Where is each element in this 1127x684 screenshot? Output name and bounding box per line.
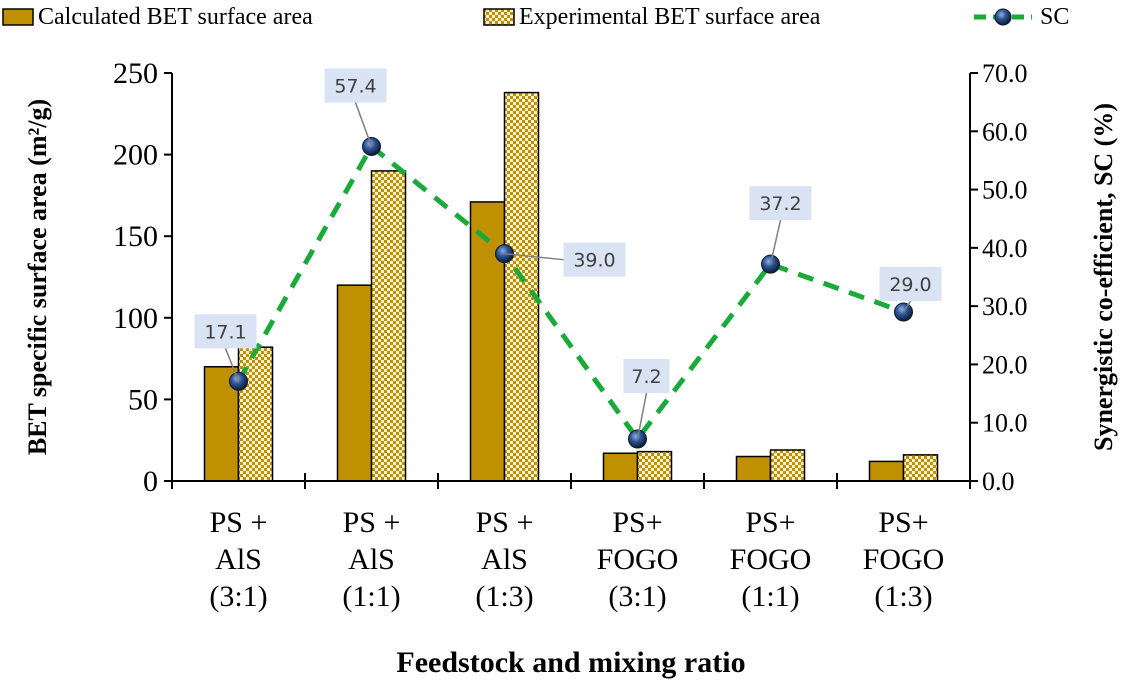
x-tick-label: PS + AlS (3:1) [209,506,267,613]
sc-line [236,143,905,442]
left-tick-label: 50 [128,383,158,416]
x-axis-ticks [171,473,971,489]
sc-data-label: 57.4 [334,75,376,97]
sc-label-box [749,186,812,221]
legend-swatch-sc-marker [994,8,1012,26]
sc-data-label: 29.0 [889,274,931,296]
bar-calculated [469,201,506,482]
legend-swatch-calculated [2,8,34,26]
bar-experimental [636,450,673,482]
legend-label-calculated: Calculated BET surface area [38,4,313,30]
bar-series [203,91,939,482]
legend-label-experimental: Experimental BET surface area [519,4,821,30]
right-tick-label: 0.0 [982,467,1015,496]
x-tick-labels: PS + AlS (3:1) PS + AlS (1:1) PS + AlS (1:3) PS+ F… [209,506,944,613]
right-tick-label: 60.0 [982,117,1028,146]
legend-swatch-experimental [483,8,515,26]
left-tick-label: 250 [113,57,158,90]
sc-series [229,136,913,449]
legend-label-sc: SC [1040,4,1069,30]
left-tick-label: 200 [113,139,158,172]
x-tick-label: PS + AlS (1:3) [475,506,533,613]
sc-label-leader [224,348,240,382]
right-tick-label: 40.0 [982,234,1028,263]
sc-data-labels: 17.1 57.4 39.0 7.2 37.2 29.0 [194,68,942,440]
right-tick-label: 10.0 [982,409,1028,438]
sc-label-leader [354,102,373,147]
sc-label-box [563,242,626,277]
bar-experimental [370,170,407,482]
left-tick-label: 0 [143,465,158,498]
sc-label-leader [769,220,782,265]
bar-experimental [769,449,806,482]
right-tick-label: 50.0 [982,176,1028,205]
sc-data-label: 39.0 [573,250,615,272]
x-tick-label: PS+ FOGO (1:1) [730,506,812,613]
bar-calculated [336,284,373,482]
sc-label-box [623,359,670,394]
bar-experimental [503,91,540,482]
sc-label-box [194,314,257,349]
right-axis-ticks: 0.0 10.0 20.0 30.0 40.0 50.0 60.0 70.0 [970,59,1028,496]
left-tick-label: 100 [113,302,158,335]
sc-label-box [324,68,387,103]
right-y-axis-title: Synergistic co-efficient, SC (%) [1089,103,1118,451]
sc-data-label: 17.1 [204,321,246,343]
right-tick-label: 20.0 [982,350,1028,379]
bar-experimental [902,454,939,482]
bar-calculated [602,452,639,482]
right-tick-label: 30.0 [982,292,1028,321]
sc-data-label: 37.2 [759,193,801,215]
right-tick-label: 70.0 [982,59,1028,88]
bar-calculated [868,460,905,482]
sc-label-leader [504,252,564,261]
sc-label-box [879,266,942,301]
x-tick-label: PS+ FOGO (1:3) [863,506,945,613]
legend: Calculated BET surface area Experimental… [2,4,1069,30]
x-axis-title: Feedstock and mixing ratio [396,646,745,679]
sc-label-leader [902,300,912,313]
bar-experimental [237,346,274,482]
x-tick-label: PS + AlS (1:1) [342,506,400,613]
bar-calculated [735,455,772,482]
left-tick-label: 150 [113,220,158,253]
axes [171,73,971,482]
x-tick-label: PS+ FOGO (3:1) [597,506,679,613]
left-y-axis-title: BET specific surface area (m²/g) [23,99,52,455]
sc-data-label: 7.2 [631,366,661,388]
sc-label-leader [636,392,648,440]
left-axis-ticks: 0 50 100 150 200 250 [113,57,172,498]
